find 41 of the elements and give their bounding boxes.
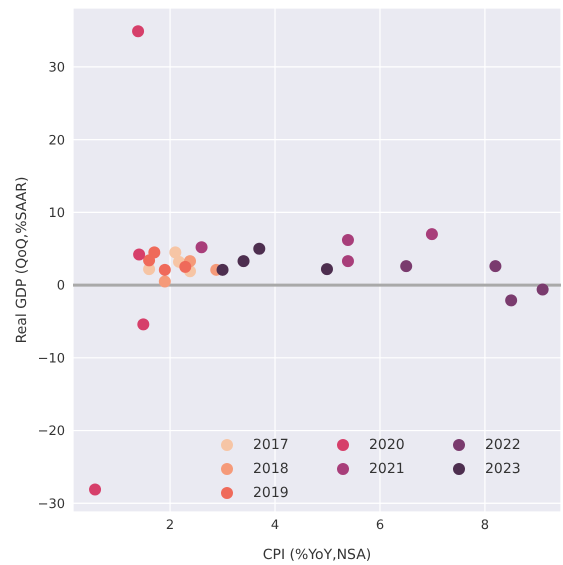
y-tick-label: 0 bbox=[56, 278, 65, 294]
y-tick-label: −10 bbox=[38, 351, 65, 366]
point bbox=[216, 264, 229, 276]
point bbox=[505, 294, 518, 306]
point bbox=[489, 260, 502, 272]
point bbox=[342, 234, 354, 246]
y-axis-title: Real GDP (QoQ,%SAAR) bbox=[14, 176, 30, 344]
legend-label: 2017 bbox=[253, 437, 289, 453]
point bbox=[253, 242, 266, 255]
point bbox=[238, 255, 250, 268]
point bbox=[426, 228, 438, 240]
point bbox=[169, 246, 182, 258]
y-tick-label: 20 bbox=[48, 133, 65, 148]
point bbox=[143, 254, 156, 266]
legend-label: 2021 bbox=[369, 461, 405, 477]
legend-label: 2023 bbox=[485, 461, 521, 477]
legend-label: 2022 bbox=[485, 437, 521, 453]
y-tick-label: −30 bbox=[38, 496, 65, 512]
y-tick-label: 10 bbox=[48, 206, 65, 221]
point bbox=[179, 260, 192, 273]
x-tick-label: 8 bbox=[480, 518, 490, 534]
point bbox=[137, 318, 150, 330]
point bbox=[320, 263, 333, 276]
point bbox=[196, 241, 208, 254]
point bbox=[133, 248, 146, 261]
legend-label: 2020 bbox=[369, 437, 405, 453]
point bbox=[158, 275, 171, 288]
y-tick-label: 30 bbox=[48, 60, 65, 76]
x-tick-label: 6 bbox=[376, 518, 384, 534]
legend-label: 2019 bbox=[253, 485, 289, 501]
x-tick-label: 4 bbox=[270, 518, 280, 534]
x-tick-label: 2 bbox=[166, 518, 174, 534]
legend-label: 2018 bbox=[253, 461, 289, 477]
x-axis-title: CPI (%YoY,NSA) bbox=[262, 547, 372, 563]
y-tick-label: −20 bbox=[38, 424, 65, 440]
point bbox=[89, 483, 102, 496]
point bbox=[158, 264, 171, 276]
point bbox=[400, 260, 412, 272]
point bbox=[536, 283, 549, 296]
point bbox=[132, 25, 144, 38]
point bbox=[342, 255, 354, 268]
